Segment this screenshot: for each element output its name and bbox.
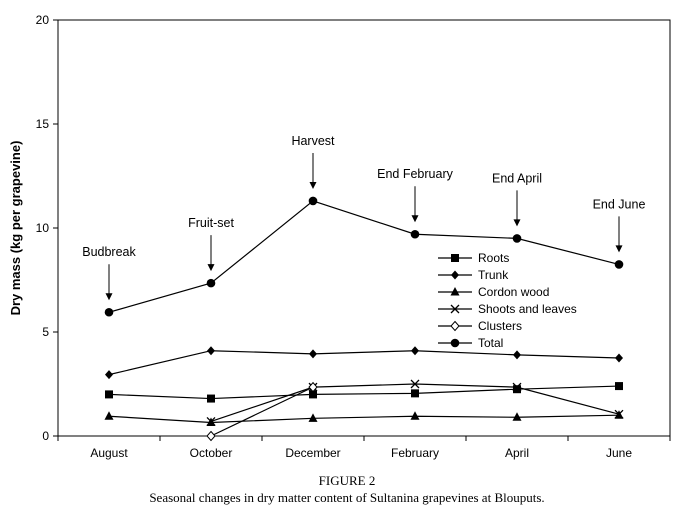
data-point-shoots-and-leaves [512,382,522,392]
legend-item-shoots-and-leaves: Shoots and leaves [438,302,577,316]
y-axis-label: Dry mass (kg per grapevine) [8,141,23,316]
figure-caption: Seasonal changes in dry matter content o… [149,490,545,505]
annotation-arrow-head [309,181,317,189]
data-point-shoots-and-leaves [206,416,216,426]
data-point-roots [513,385,521,394]
legend-item-cordon-wood: Cordon wood [438,285,549,299]
series-line-roots [108,385,620,400]
data-point-total [614,260,624,269]
legend-marker [451,254,459,262]
series-roots [105,382,623,403]
figure-label: FIGURE 2 [318,473,376,488]
annotation: Budbreak [82,245,137,301]
legend-marker [450,338,460,348]
y-tick-label: 10 [36,221,50,235]
legend-label: Total [478,336,503,350]
data-point-cordon-wood [410,411,420,420]
data-point-roots [615,382,623,391]
data-point-roots [309,390,317,399]
legend-item-roots: Roots [438,251,509,265]
legend-label: Shoots and leaves [478,302,577,316]
data-point-cordon-wood [308,413,318,422]
legend-item-trunk: Trunk [438,268,509,282]
data-point-roots [105,390,113,399]
data-point-roots [207,394,215,403]
series-line-total [108,200,620,313]
annotation-arrow-head [105,293,113,301]
annotation-label: End June [593,197,646,211]
x-tick-label: October [190,446,233,460]
series-trunk [105,346,623,380]
annotation-arrow-head [615,245,623,253]
legend-marker [450,320,460,332]
x-tick-label: August [90,446,128,460]
data-point-trunk [309,349,317,359]
y-tick-label: 5 [42,325,49,339]
annotation-label: Fruit-set [188,216,234,230]
series-line-cordon-wood [108,414,620,424]
legend-label: Trunk [478,268,509,282]
annotation-arrow-head [513,219,521,227]
legend-label: Roots [478,251,509,265]
annotation-label: End February [377,167,453,181]
data-point-total [104,307,114,317]
data-point-cordon-wood [512,412,522,421]
annotation-arrow-head [207,264,215,272]
y-tick-label: 15 [36,117,50,131]
plot-frame [57,19,671,437]
annotation-arrow-head [411,215,419,223]
annotation-label: Harvest [291,134,335,148]
annotation-label: Budbreak [82,245,136,259]
data-point-trunk [513,350,521,360]
series-line-trunk [108,350,620,376]
data-point-total [206,278,216,288]
x-tick-label: June [606,446,632,460]
annotation: End February [377,167,454,223]
annotation: End June [593,197,646,253]
data-point-clusters [308,381,318,393]
annotation: Fruit-set [188,216,234,272]
x-tick-label: April [505,446,529,460]
data-point-shoots-and-leaves [614,409,624,419]
series-line-clusters [210,386,314,437]
data-point-total [512,234,522,243]
data-point-total [308,196,318,206]
series-clusters [206,381,318,442]
legend-marker [450,304,460,314]
legend-label: Cordon wood [478,285,549,299]
series-shoots-and-leaves [206,379,624,426]
series-total [104,196,624,317]
data-point-clusters [206,430,216,442]
line-chart: 0 5 10 15 20 August October December February Apr… [8,13,671,460]
data-point-trunk [207,346,215,356]
legend-label: Clusters [478,319,522,333]
x-tick-label: December [285,446,340,460]
chart-axes: 0 5 10 15 20 August October December February Apr… [8,13,671,460]
data-point-trunk [411,346,419,356]
x-tick-label: February [391,446,439,460]
data-point-roots [411,389,419,398]
chart-series [104,196,624,442]
data-point-total [410,229,420,239]
chart-legend: Roots Trunk Cordon wood Shoots and leaves Cl… [438,251,577,350]
annotation: Harvest [291,134,335,189]
data-point-shoots-and-leaves [410,379,420,389]
data-point-trunk [105,370,113,380]
annotation-label: End April [492,171,542,185]
y-tick-label: 0 [42,429,49,443]
annotation: End April [492,171,542,227]
data-point-trunk [615,353,623,363]
legend-item-clusters: Clusters [438,319,522,333]
data-point-cordon-wood [104,411,114,420]
legend-item-total: Total [438,336,503,350]
chart-annotations: Budbreak Fruit-set Harvest End February End … [82,134,646,301]
legend-marker [451,270,459,280]
y-tick-label: 20 [36,13,50,27]
legend-marker [450,287,460,296]
series-cordon-wood [104,410,624,426]
